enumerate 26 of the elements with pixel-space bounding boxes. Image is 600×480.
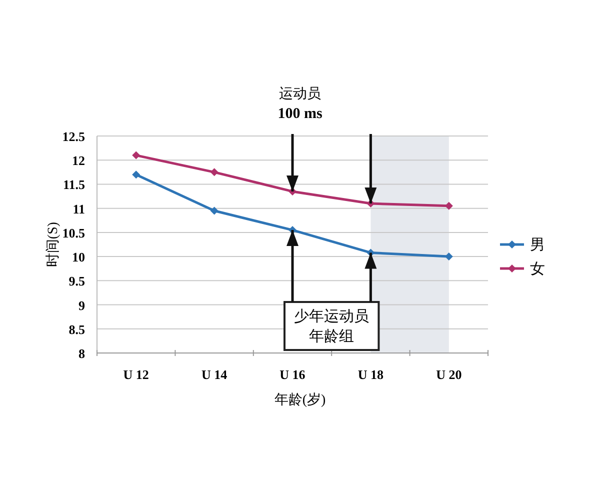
y-tick-label: 12: [72, 153, 85, 168]
y-axis-title: 时间(S): [45, 222, 61, 268]
point: [132, 170, 140, 179]
y-tick-label: 8.5: [68, 322, 86, 337]
legend-label: 女: [530, 260, 545, 278]
x-tick-label: U 18: [358, 367, 384, 382]
y-tick-label: 10: [72, 250, 85, 265]
text: 运动员: [279, 86, 321, 102]
y-tick-label: 10.5: [62, 225, 86, 240]
y-tick-label: 9.5: [68, 274, 86, 289]
x-tick-label: U 16: [280, 367, 306, 382]
point: [132, 151, 140, 160]
y-tick-label: 11.5: [62, 177, 86, 192]
point: [210, 206, 218, 215]
y-tick-label: 8: [78, 346, 86, 361]
annotation: 100 ms: [278, 106, 322, 122]
annotation: 少年运动员年龄组: [294, 308, 370, 345]
legend-label: 男: [530, 238, 545, 254]
x-tick-label: U 12: [123, 367, 149, 382]
y-tick-label: 11: [72, 201, 85, 216]
x-tick-label: U 14: [201, 367, 228, 382]
y-tick-label: 12.5: [62, 129, 86, 144]
x-axis-title: 年龄(岁): [274, 392, 326, 408]
y-tick-label: 9: [78, 298, 86, 313]
x-tick-label: U 20: [436, 367, 462, 382]
point: [210, 168, 218, 176]
